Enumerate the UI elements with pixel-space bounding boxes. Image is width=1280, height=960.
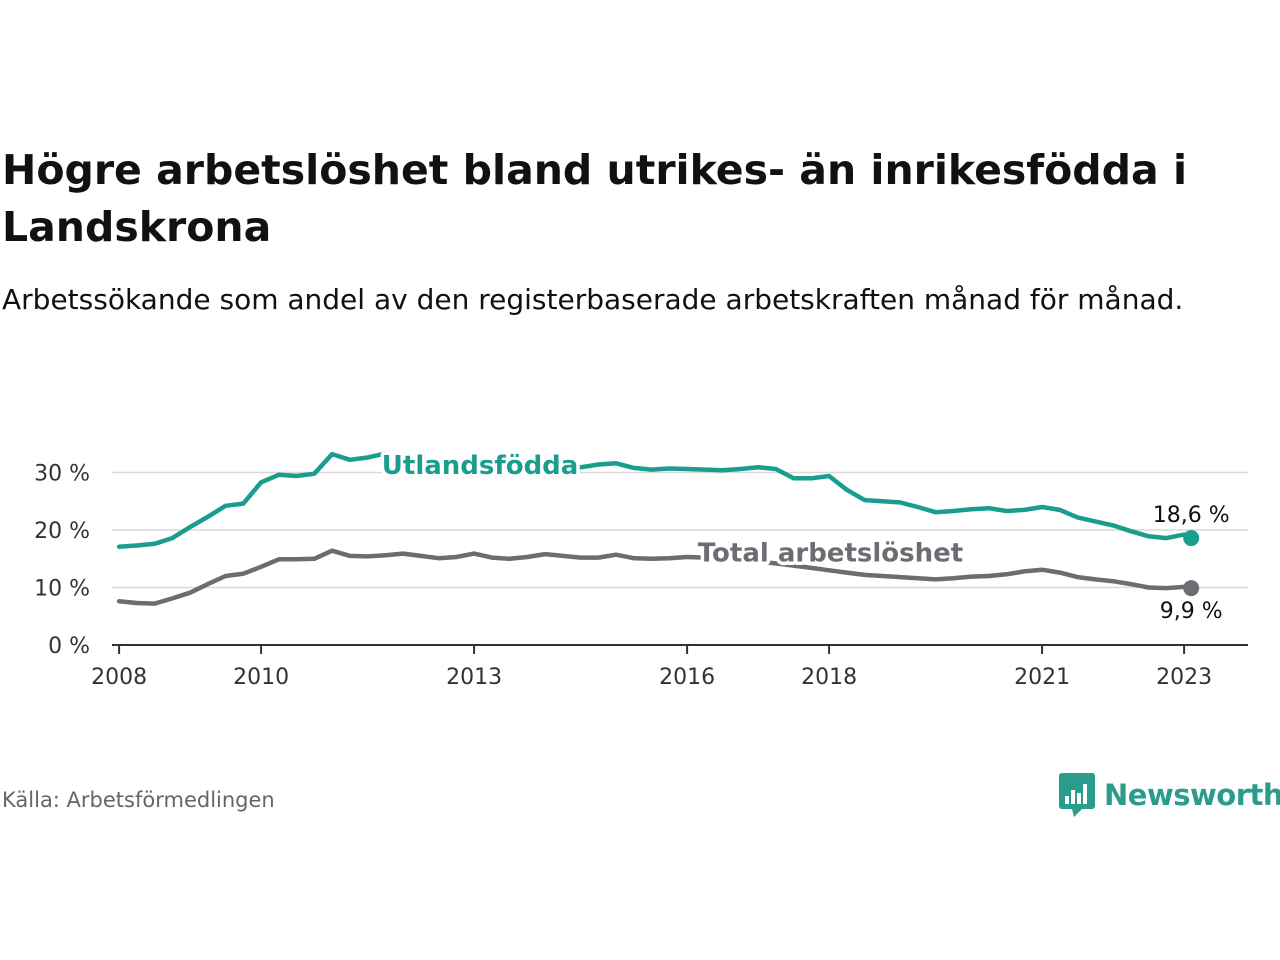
x-tick-label: 2023 xyxy=(1156,665,1212,690)
series-end-marker xyxy=(1183,580,1200,597)
series-line xyxy=(116,451,1194,549)
x-tick-label: 2010 xyxy=(233,665,289,690)
y-axis-ticks: 0 % 10 % 20 % 30 % xyxy=(34,462,90,660)
x-tick-label: 2008 xyxy=(91,665,147,690)
series-end-marker xyxy=(1183,530,1200,547)
chart-grid xyxy=(112,471,1248,589)
chart-labels: Utlandsfödda 18,6 % Total arbetslöshet 9,9 … xyxy=(378,448,1230,624)
series-label: Total arbetslöshet xyxy=(698,539,963,569)
series-line xyxy=(116,548,1194,606)
series-end-label: 18,6 % xyxy=(1153,503,1230,528)
x-axis: 2008 2010 2013 2016 2018 2021 2023 xyxy=(91,644,1248,690)
series-end-label: 9,9 % xyxy=(1160,599,1223,624)
y-tick-label: 0 % xyxy=(48,634,90,659)
newsworthy-logo-icon xyxy=(1059,773,1095,817)
y-tick-label: 30 % xyxy=(34,462,90,487)
y-tick-label: 10 % xyxy=(34,577,90,602)
x-tick-label: 2018 xyxy=(801,665,857,690)
x-tick-label: 2016 xyxy=(659,665,715,690)
chart-title: Högre arbetslöshet bland utrikes- än inr… xyxy=(2,146,1187,251)
source-note: Källa: Arbetsförmedlingen xyxy=(2,788,275,812)
x-tick-label: 2021 xyxy=(1014,665,1070,690)
series-label: Utlandsfödda xyxy=(382,451,579,481)
chart-subtitle: Arbetssökande som andel av den registerb… xyxy=(2,283,1184,316)
y-tick-label: 20 % xyxy=(34,519,90,544)
newsworthy-brand[interactable]: Newsworthy xyxy=(1058,772,1280,818)
line-chart: 0 % 10 % 20 % 30 % 2008 2010 2013 2016 2018 2021… xyxy=(34,448,1248,690)
x-tick-label: 2013 xyxy=(446,665,502,690)
brand-name: Newsworthy xyxy=(1104,778,1280,812)
chart-series xyxy=(116,451,1200,606)
